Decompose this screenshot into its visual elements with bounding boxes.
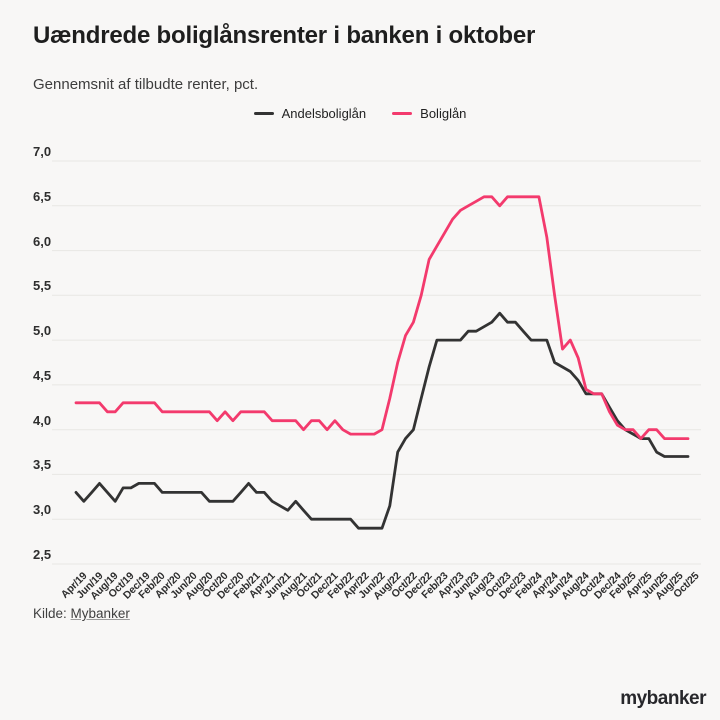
y-tick-label: 2,5 (33, 547, 52, 562)
legend-item-andelsboliglan: Andelsboliglån (253, 106, 367, 121)
source-link-mybanker[interactable]: Mybanker (70, 606, 130, 621)
source-line: Kilde: Mybanker (33, 606, 130, 621)
legend-dash-icon (253, 111, 274, 116)
y-tick-label: 5,5 (33, 278, 52, 294)
legend-dash-icon (392, 111, 413, 116)
y-tick-label: 4,0 (33, 412, 52, 428)
series-line-boliglan (74, 195, 690, 441)
y-tick-label: 5,0 (33, 323, 52, 339)
y-tick-label: 6,5 (33, 188, 52, 204)
y-tick-label: 3,5 (33, 457, 52, 473)
legend-item-boliglan: Boliglån (392, 106, 466, 121)
y-tick-label: 6,0 (33, 233, 52, 249)
source-prefix: Kilde: (33, 606, 67, 621)
legend-label: Andelsboliglån (281, 106, 367, 121)
y-tick-label: 7,0 (33, 144, 52, 159)
y-tick-label: 4,5 (33, 367, 52, 383)
mybanker-logo: mybanker (620, 688, 706, 709)
legend-label: Boliglån (420, 106, 467, 121)
chart-subtitle: Gennemsnit af tilbudte renter, pct. (33, 76, 259, 93)
chart-legend: Andelsboliglån Boliglån (0, 106, 720, 121)
series-line-andelsboliglan (74, 311, 690, 530)
page-title: Uændrede boliglånsrenter i banken i okto… (33, 22, 536, 49)
y-tick-label: 3,0 (33, 502, 52, 518)
